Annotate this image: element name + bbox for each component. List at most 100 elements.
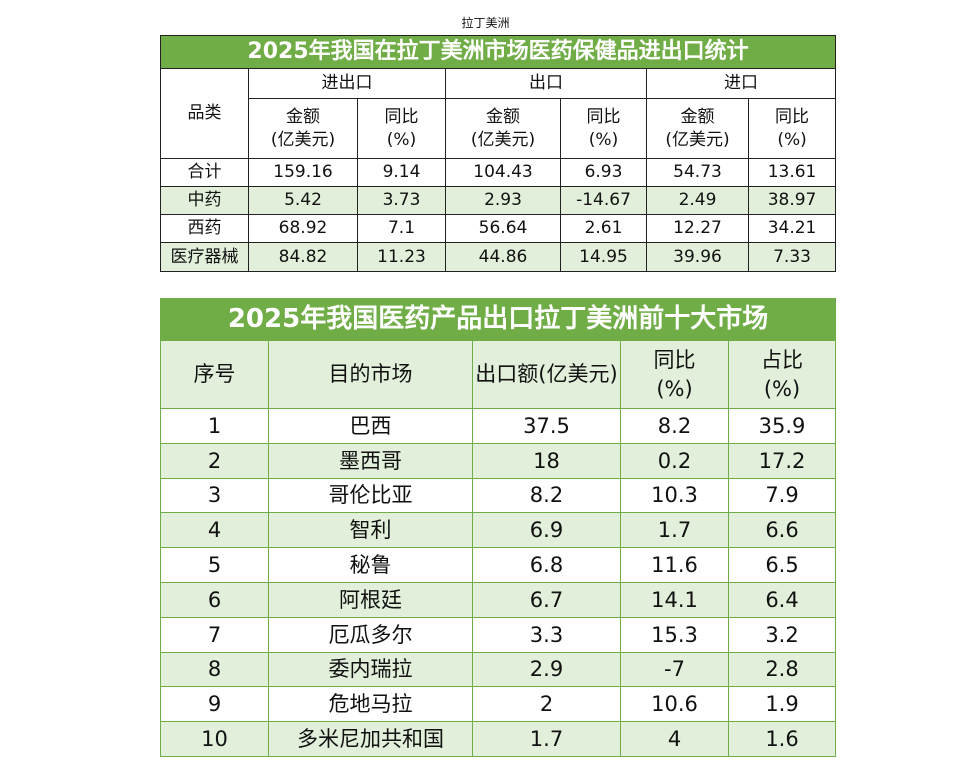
table-row: 6 阿根廷 6.7 14.1 6.4	[160, 581, 837, 618]
value-cell: 44.86	[445, 242, 561, 272]
value-cell: 6.5	[727, 547, 837, 583]
market-cell: 墨西哥	[268, 442, 473, 479]
value-cell: 104.43	[445, 158, 561, 187]
table-row: 2025年我国在拉丁美洲市场医药保健品进出口统计	[159, 35, 837, 69]
table-row: 3 哥伦比亚 8.2 10.3 7.9	[160, 477, 837, 514]
table-row: 4 智利 6.9 1.7 6.6	[160, 512, 837, 549]
value-cell: 3.3	[472, 616, 621, 653]
value-cell: 17.2	[727, 442, 837, 479]
group-header: 进口	[645, 68, 837, 99]
table-row: 序号 目的市场 出口额(亿美元) 同比 (%) 占比 (%)	[160, 340, 837, 409]
value-cell: 2	[472, 686, 621, 723]
value-cell: -7	[620, 651, 729, 688]
value-cell: 9.14	[357, 158, 446, 187]
value-cell: 37.5	[472, 408, 621, 444]
category-cell: 医疗器械	[160, 242, 249, 272]
value-cell: 6.6	[727, 512, 837, 549]
value-cell: 68.92	[248, 214, 358, 243]
value-cell: 0.2	[620, 442, 729, 479]
value-cell: 56.64	[445, 214, 561, 243]
value-cell: 3	[160, 477, 269, 514]
value-cell: 2	[160, 442, 269, 479]
value-cell: 18	[472, 442, 621, 479]
value-cell: -14.67	[560, 186, 647, 215]
value-cell: 8.2	[472, 477, 621, 514]
value-cell: 4	[160, 512, 269, 549]
header-cell: 同比 (%)	[620, 340, 729, 409]
value-cell: 7.1	[357, 214, 446, 243]
value-cell: 6	[160, 581, 269, 618]
value-cell: 1.9	[727, 686, 837, 723]
header-cell: 品类	[160, 68, 249, 159]
value-cell: 10.6	[620, 686, 729, 723]
table-row: 9 危地马拉 2 10.6 1.9	[160, 686, 837, 723]
value-cell: 1.6	[727, 721, 837, 757]
value-cell: 6.9	[472, 512, 621, 549]
group-header: 进出口	[248, 68, 446, 99]
market-cell: 智利	[268, 512, 473, 549]
group-header: 出口	[445, 68, 647, 99]
value-cell: 54.73	[646, 158, 749, 187]
value-cell: 10.3	[620, 477, 729, 514]
value-cell: 14.1	[620, 581, 729, 618]
value-cell: 7.33	[747, 242, 837, 272]
value-cell: 13.61	[747, 158, 837, 187]
value-cell: 8	[160, 651, 269, 688]
header-cell: 出口额(亿美元)	[472, 340, 621, 409]
header-cell: 占比 (%)	[727, 340, 837, 409]
table-title: 2025年我国在拉丁美洲市场医药保健品进出口统计	[159, 35, 837, 69]
value-cell: 4	[620, 721, 729, 757]
table-title: 2025年我国医药产品出口拉丁美洲前十大市场	[159, 298, 837, 341]
market-cell: 厄瓜多尔	[268, 616, 473, 653]
value-cell: 2.8	[727, 651, 837, 688]
table-row: 8 委内瑞拉 2.9 -7 2.8	[160, 651, 837, 688]
table-row: 中药 5.42 3.73 2.93 -14.67 2.49 38.97	[160, 186, 837, 215]
value-cell: 1	[160, 408, 269, 444]
value-cell: 84.82	[248, 242, 358, 272]
value-cell: 5	[160, 547, 269, 583]
table-row: 西药 68.92 7.1 56.64 2.61 12.27 34.21	[160, 214, 837, 243]
market-cell: 巴西	[268, 408, 473, 444]
market-cell: 哥伦比亚	[268, 477, 473, 514]
value-cell: 8.2	[620, 408, 729, 444]
value-cell: 1.7	[620, 512, 729, 549]
sub-header: 金额 (亿美元)	[445, 98, 561, 159]
market-cell: 危地马拉	[268, 686, 473, 723]
header-cell: 序号	[160, 340, 269, 409]
value-cell: 2.93	[445, 186, 561, 215]
value-cell: 2.61	[560, 214, 647, 243]
value-cell: 12.27	[646, 214, 749, 243]
value-cell: 11.6	[620, 547, 729, 583]
value-cell: 2.9	[472, 651, 621, 688]
sub-header: 同比 (%)	[747, 98, 837, 159]
value-cell: 6.4	[727, 581, 837, 618]
value-cell: 39.96	[646, 242, 749, 272]
table-row: 5 秘鲁 6.8 11.6 6.5	[160, 547, 837, 583]
value-cell: 6.7	[472, 581, 621, 618]
sub-header: 金额 (亿美元)	[646, 98, 749, 159]
table-row: 2 墨西哥 18 0.2 17.2	[160, 442, 837, 479]
value-cell: 11.23	[357, 242, 446, 272]
value-cell: 34.21	[747, 214, 837, 243]
sub-header: 金额 (亿美元)	[248, 98, 358, 159]
table-row: 1 巴西 37.5 8.2 35.9	[160, 408, 837, 444]
sub-header: 同比 (%)	[560, 98, 647, 159]
category-cell: 西药	[160, 214, 249, 243]
table-row: 10 多米尼加共和国 1.7 4 1.6	[160, 721, 837, 757]
value-cell: 159.16	[248, 158, 358, 187]
value-cell: 15.3	[620, 616, 729, 653]
table-row: 金额 (亿美元) 同比 (%) 金额 (亿美元) 同比 (%) 金额 (亿美元) 同比 (…	[161, 98, 837, 159]
value-cell: 2.49	[646, 186, 749, 215]
value-cell: 7.9	[727, 477, 837, 514]
value-cell: 6.8	[472, 547, 621, 583]
market-cell: 秘鲁	[268, 547, 473, 583]
value-cell: 3.73	[357, 186, 446, 215]
table-row: 品类 进出口 出口 进口	[160, 68, 837, 159]
market-cell: 阿根廷	[268, 581, 473, 618]
top-markets-table: 2025年我国医药产品出口拉丁美洲前十大市场 序号 目的市场 出口额(亿美元) 同比 (…	[159, 298, 837, 757]
category-cell: 合计	[160, 158, 249, 187]
value-cell: 35.9	[727, 408, 837, 444]
table-row: 医疗器械 84.82 11.23 44.86 14.95 39.96 7.33	[160, 242, 837, 272]
sub-header: 同比 (%)	[357, 98, 446, 159]
